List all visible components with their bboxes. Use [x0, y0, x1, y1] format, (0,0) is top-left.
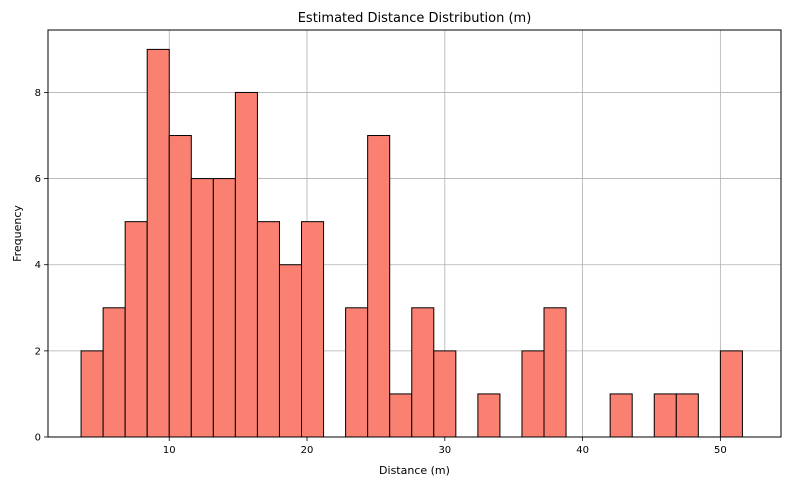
histogram-bar-16 — [433, 350, 457, 438]
histogram-bar-15 — [411, 307, 435, 438]
histogram-bar-9 — [278, 264, 303, 438]
y-tick-label-0: 0 — [35, 433, 41, 444]
y-tick-label-4: 8 — [35, 88, 41, 99]
plot-frame — [47, 29, 782, 438]
histogram-bar-13 — [367, 135, 391, 438]
histogram-bar-24 — [609, 393, 633, 438]
x-tick-label-1: 20 — [301, 445, 314, 456]
y-tick-label-3: 6 — [35, 174, 41, 185]
x-tick-label-4: 50 — [714, 445, 727, 456]
histogram-bar-21 — [543, 307, 567, 438]
histogram-bar-27 — [675, 393, 699, 438]
histogram-bar-4 — [168, 135, 192, 438]
histogram-bar-6 — [212, 178, 236, 438]
chart-title: Estimated Distance Distribution (m) — [298, 11, 532, 26]
x-axis-label: Distance (m) — [379, 464, 450, 477]
y-axis-label: Frequency — [11, 205, 24, 262]
histogram-bar-26 — [653, 393, 677, 438]
y-tick-label-2: 4 — [35, 260, 41, 271]
ticks-layer: 10 20 30 40 50 0 2 4 6 8 — [35, 88, 727, 456]
x-tick-label-0: 10 — [163, 445, 176, 456]
y-tick-label-1: 2 — [35, 346, 41, 357]
histogram-bar-3 — [146, 48, 170, 438]
x-tick-label-3: 40 — [576, 445, 589, 456]
histogram-bar-0 — [80, 350, 104, 438]
histogram-bar-29 — [719, 350, 743, 438]
histogram-bar-1 — [102, 307, 126, 438]
histogram-bar-2 — [124, 221, 148, 438]
histogram-bar-5 — [190, 178, 214, 438]
histogram-bar-8 — [256, 221, 280, 438]
histogram-bar-20 — [521, 350, 545, 438]
histogram-bar-12 — [345, 307, 369, 438]
bars-layer — [80, 48, 743, 438]
histogram-bar-10 — [301, 221, 325, 438]
histogram-bar-7 — [234, 91, 258, 438]
histogram-bar-18 — [477, 393, 501, 438]
x-tick-label-2: 30 — [438, 445, 451, 456]
histogram-bar-14 — [389, 393, 413, 438]
